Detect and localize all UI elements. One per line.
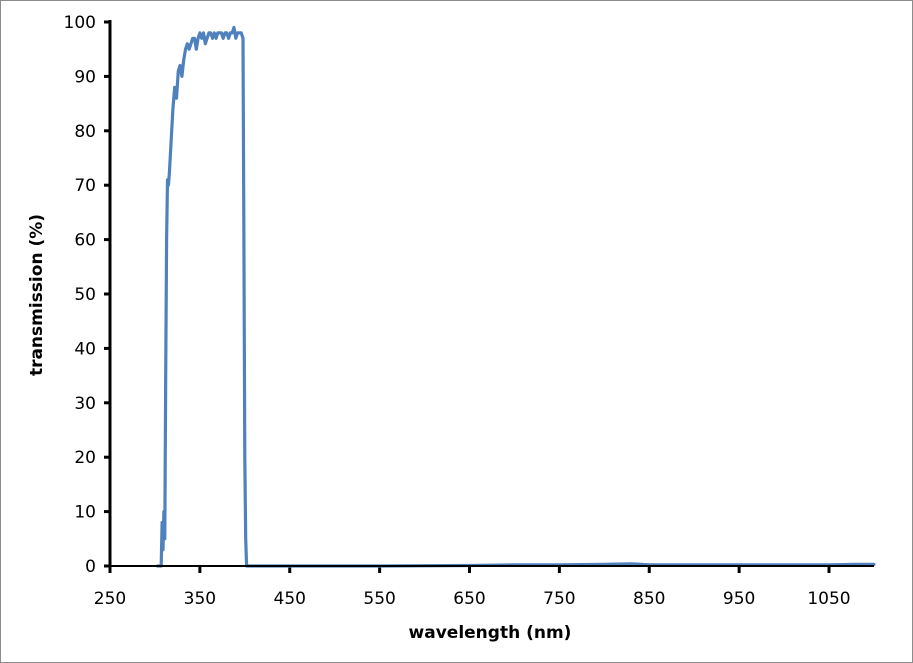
x-tick-label: 350 [184,589,216,609]
x-tick-label: 850 [633,589,665,609]
x-tick-label: 250 [94,589,126,609]
y-axis-ticks: 0 10 20 30 40 50 60 70 80 90 100 [64,13,110,577]
y-tick-label: 10 [74,503,96,523]
x-tick-label: 750 [543,589,575,609]
x-tick-label: 650 [453,589,485,609]
y-tick-label: 50 [74,285,96,305]
y-tick-label: 70 [74,176,96,196]
y-tick-label: 60 [74,231,96,251]
x-tick-label: 1050 [807,589,850,609]
y-tick-label: 30 [74,394,96,414]
x-tick-label: 950 [723,589,755,609]
transmission-series-line [156,25,876,568]
x-axis-ticks: 250 350 450 550 650 750 850 950 1050 [94,566,851,609]
y-tick-label: 100 [64,13,96,33]
y-tick-label: 80 [74,122,96,142]
y-tick-label: 90 [74,67,96,87]
x-tick-label: 450 [274,589,306,609]
y-tick-label: 0 [85,557,96,577]
x-axis-title: wavelength (nm) [409,623,572,643]
y-tick-label: 40 [74,339,96,359]
y-axis-title: transmission (%) [27,214,47,376]
y-tick-label: 20 [74,448,96,468]
x-tick-label: 550 [363,589,395,609]
